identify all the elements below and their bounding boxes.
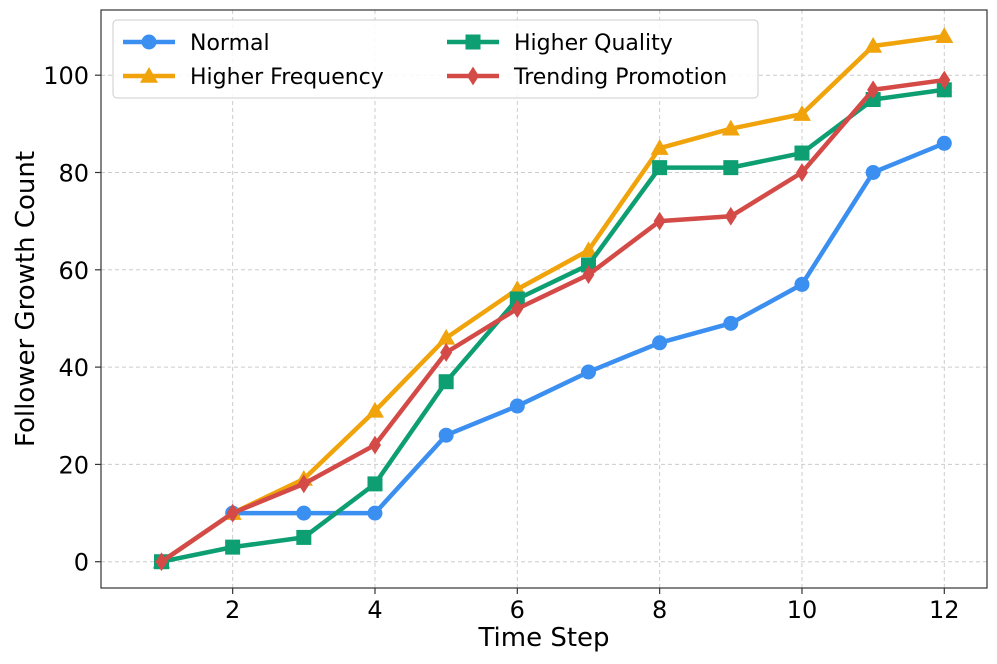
legend-marker bbox=[140, 67, 158, 83]
legend-marker bbox=[465, 34, 481, 50]
data-point-higher-quality bbox=[296, 529, 312, 545]
data-point-higher-quality bbox=[509, 291, 525, 307]
legend-box bbox=[112, 19, 759, 99]
legend-marker bbox=[141, 34, 157, 50]
x-tick-label: 4 bbox=[367, 596, 382, 624]
data-point-normal bbox=[652, 335, 668, 351]
y-tick-label: 80 bbox=[58, 160, 89, 188]
data-point-trending-promotion bbox=[867, 80, 880, 100]
y-tick-label: 100 bbox=[43, 62, 89, 90]
data-point-higher-frequency bbox=[437, 328, 456, 345]
data-point-higher-quality bbox=[367, 476, 383, 492]
legend-marker bbox=[467, 66, 479, 86]
y-tick-label: 60 bbox=[58, 257, 89, 285]
series-line-trending-promotion bbox=[159, 77, 947, 564]
legend: Normal Higher Frequency Higher Quality Tren… bbox=[112, 19, 759, 99]
series-line-higher-quality bbox=[159, 87, 947, 564]
data-point-trending-promotion bbox=[938, 70, 951, 90]
legend-label: Trending Promotion bbox=[513, 65, 727, 90]
data-point-normal bbox=[723, 315, 739, 331]
data-point-higher-quality bbox=[438, 374, 454, 390]
data-point-normal bbox=[509, 398, 525, 414]
data-point-trending-promotion bbox=[226, 503, 239, 523]
data-point-normal bbox=[936, 135, 952, 151]
legend-entry-higher-quality: Higher Quality bbox=[447, 31, 673, 56]
series-line-normal bbox=[159, 141, 947, 564]
series-group bbox=[152, 27, 954, 572]
x-tick-label: 10 bbox=[787, 596, 818, 624]
data-point-normal bbox=[580, 364, 596, 380]
y-axis-label: Follower Growth Count bbox=[11, 151, 41, 447]
x-tick-label: 8 bbox=[652, 596, 667, 624]
data-point-higher-quality bbox=[652, 160, 668, 176]
legend-entry-normal: Normal bbox=[123, 31, 270, 56]
data-point-higher-frequency bbox=[650, 139, 669, 155]
data-point-higher-frequency bbox=[365, 401, 384, 418]
data-point-trending-promotion bbox=[155, 552, 168, 572]
data-point-higher-frequency bbox=[721, 119, 740, 136]
data-point-trending-promotion bbox=[724, 206, 737, 226]
data-point-higher-frequency bbox=[579, 241, 598, 258]
data-point-higher-frequency bbox=[792, 105, 811, 121]
legend-label: Normal bbox=[190, 31, 270, 56]
axes-ticks: 2 4 6 8 10 12 0 20 40 60 80 100 bbox=[43, 62, 959, 624]
data-point-normal bbox=[794, 276, 810, 292]
data-point-trending-promotion bbox=[511, 299, 524, 319]
data-point-normal bbox=[865, 165, 881, 181]
series-normal bbox=[153, 135, 952, 570]
legend-label: Higher Quality bbox=[514, 31, 673, 56]
y-tick-label: 0 bbox=[74, 549, 89, 577]
data-point-higher-frequency bbox=[864, 37, 883, 53]
plot-frame bbox=[100, 9, 988, 589]
series-higher-frequency bbox=[152, 27, 954, 569]
x-tick-label: 2 bbox=[225, 596, 240, 624]
data-point-higher-frequency bbox=[935, 27, 954, 44]
data-point-trending-promotion bbox=[582, 265, 595, 285]
data-point-normal bbox=[438, 427, 454, 443]
data-point-trending-promotion bbox=[297, 474, 310, 494]
x-tick-label: 6 bbox=[510, 596, 525, 624]
data-point-trending-promotion bbox=[653, 211, 666, 231]
data-point-higher-quality bbox=[936, 82, 952, 98]
data-point-trending-promotion bbox=[440, 343, 453, 362]
data-point-higher-quality bbox=[225, 539, 241, 555]
data-point-normal bbox=[367, 505, 383, 521]
legend-label: Higher Frequency bbox=[190, 65, 384, 90]
legend-entry-trending-promotion: Trending Promotion bbox=[447, 65, 727, 90]
data-point-higher-quality bbox=[794, 145, 810, 161]
x-axis-label: Time Step bbox=[477, 623, 609, 653]
y-tick-label: 40 bbox=[58, 354, 89, 382]
y-tick-label: 20 bbox=[58, 451, 89, 479]
data-point-trending-promotion bbox=[368, 435, 381, 455]
x-tick-label: 12 bbox=[929, 596, 960, 624]
data-point-higher-quality bbox=[580, 257, 596, 273]
series-line-higher-frequency bbox=[159, 34, 947, 564]
data-point-normal bbox=[296, 505, 312, 521]
series-trending-promotion bbox=[155, 70, 951, 572]
data-point-trending-promotion bbox=[795, 163, 808, 182]
legend-entry-higher-frequency: Higher Frequency bbox=[123, 65, 384, 90]
data-point-higher-quality bbox=[723, 160, 739, 176]
